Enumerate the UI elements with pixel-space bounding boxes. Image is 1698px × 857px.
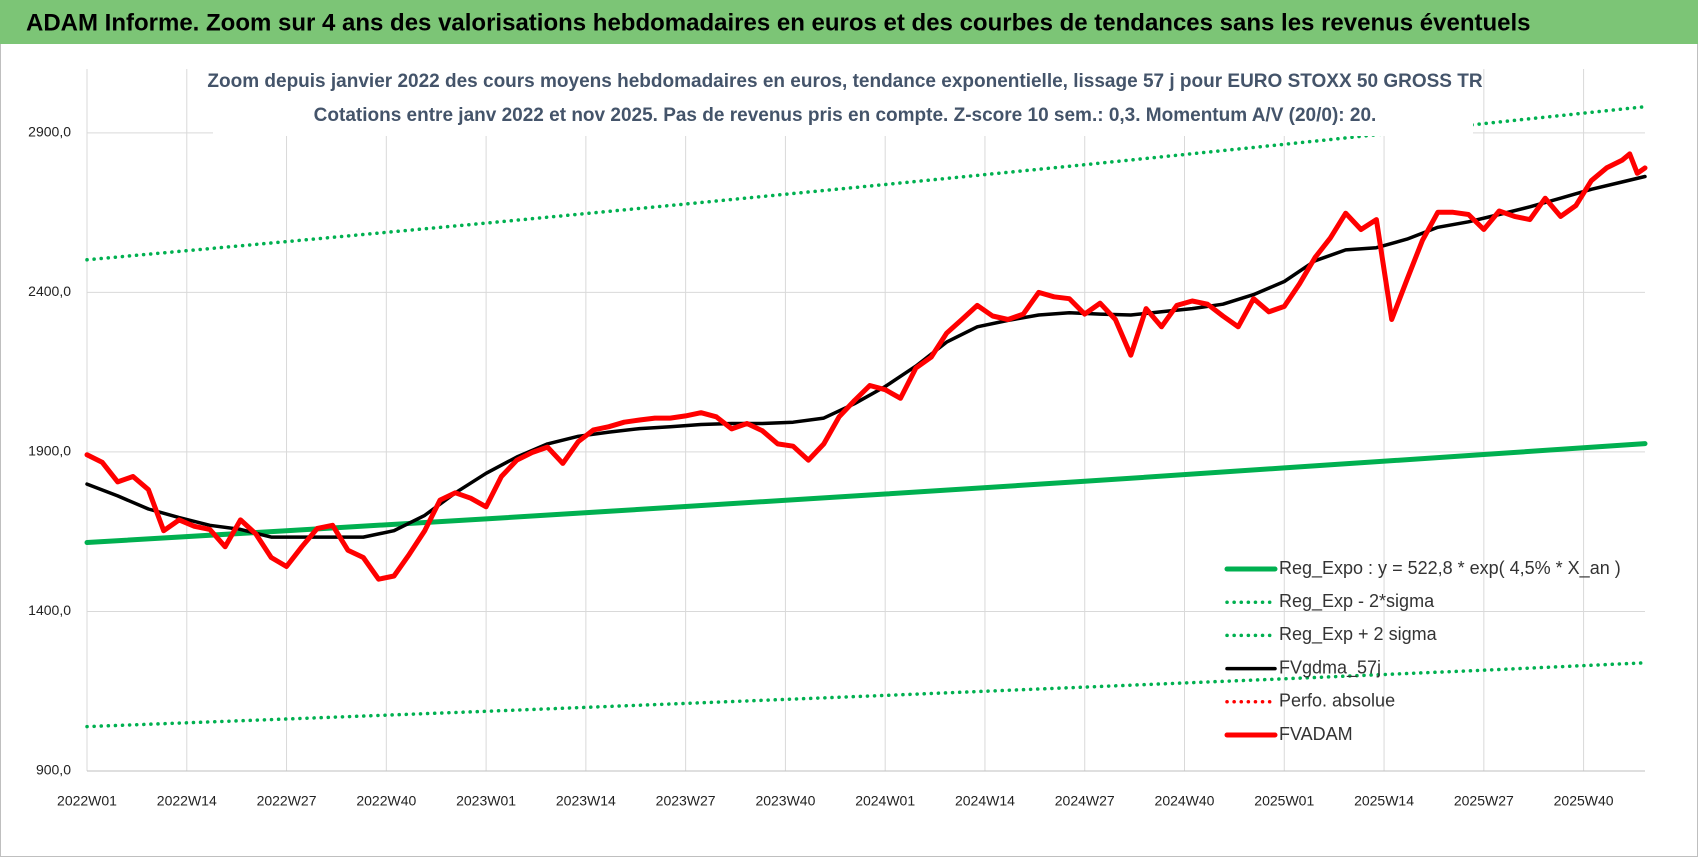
y-tick-label: 1900,0 bbox=[28, 443, 71, 459]
header-title: ADAM Informe. Zoom sur 4 ans des valoris… bbox=[26, 9, 1531, 36]
plot bbox=[84, 104, 1648, 729]
header-bar bbox=[0, 0, 1698, 44]
x-tick-label: 2022W27 bbox=[257, 793, 317, 809]
legend: Reg_Expo : y = 522,8 * exp( 4,5% * X_an … bbox=[1224, 558, 1621, 744]
grid: 900,0 1400,0 1900,0 2400,0 2900,0 2022W01 2022… bbox=[28, 69, 1645, 809]
x-tick-label: 2025W27 bbox=[1454, 793, 1514, 809]
x-tick-label: 2023W27 bbox=[656, 793, 716, 809]
chart-subtitle: Cotations entre janv 2022 et nov 2025. P… bbox=[314, 105, 1377, 126]
title-box bbox=[213, 64, 1473, 136]
x-tick-label: 2025W14 bbox=[1354, 793, 1414, 809]
legend-label: Reg_Exp + 2 sigma bbox=[1279, 624, 1438, 645]
series-line bbox=[84, 151, 1648, 582]
x-tick-label: 2024W40 bbox=[1155, 793, 1215, 809]
x-tick-label: 2025W01 bbox=[1254, 793, 1314, 809]
x-tick-label: 2024W27 bbox=[1055, 793, 1115, 809]
series-line bbox=[84, 441, 1648, 545]
x-tick-label: 2023W40 bbox=[755, 793, 815, 809]
legend-label: Reg_Exp - 2*sigma bbox=[1279, 591, 1435, 612]
x-tick-label: 2023W01 bbox=[456, 793, 516, 809]
chart-title: Zoom depuis janvier 2022 des cours moyen… bbox=[207, 71, 1482, 92]
y-tick-label: 2900,0 bbox=[28, 124, 71, 140]
series-line bbox=[85, 174, 1647, 539]
x-tick-label: 2022W40 bbox=[356, 793, 416, 809]
y-tick-label: 900,0 bbox=[36, 762, 71, 778]
x-tick-label: 2023W14 bbox=[556, 793, 616, 809]
legend-label: FVADAM bbox=[1279, 724, 1353, 744]
y-tick-label: 2400,0 bbox=[28, 283, 71, 299]
legend-label: FVgdma_57j bbox=[1279, 657, 1381, 678]
x-tick-label: 2024W01 bbox=[855, 793, 915, 809]
x-tick-label: 2022W14 bbox=[157, 793, 217, 809]
y-tick-label: 1400,0 bbox=[28, 602, 71, 618]
x-tick-label: 2024W14 bbox=[955, 793, 1015, 809]
x-tick-label: 2022W01 bbox=[57, 793, 117, 809]
legend-label: Perfo. absolue bbox=[1279, 691, 1395, 711]
x-tick-label: 2025W40 bbox=[1554, 793, 1614, 809]
legend-label: Reg_Expo : y = 522,8 * exp( 4,5% * X_an … bbox=[1279, 558, 1621, 579]
